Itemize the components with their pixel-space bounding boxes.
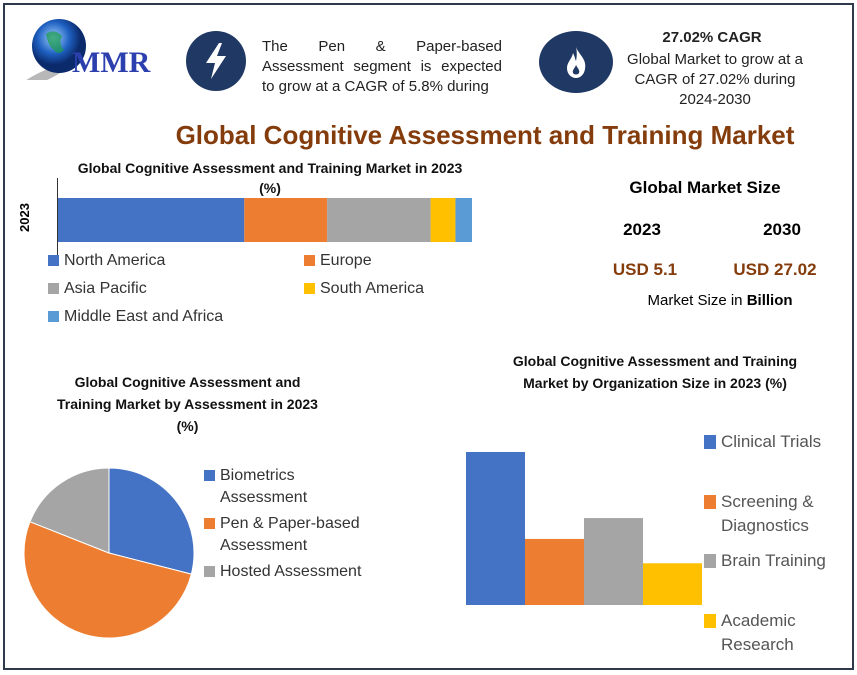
legend-item: North America: [48, 250, 288, 272]
stacked-chart-title: Global Cognitive Assessment and Training…: [77, 160, 463, 196]
legend-label: Screening & Diagnostics: [721, 492, 814, 535]
legend-swatch: [304, 255, 315, 266]
bar-segment: [327, 198, 431, 242]
market-size-unit: Market Size in Billion: [620, 292, 820, 309]
frame-border: [3, 3, 854, 670]
highlight-text: The Pen & Paper-based Assessment segment…: [262, 38, 502, 95]
legend-item: Hosted Assessment: [204, 561, 384, 583]
legend-item: Screening & Diagnostics: [704, 490, 846, 538]
market-size-title: Global Market Size: [629, 178, 781, 197]
year-2030: 2030: [763, 220, 801, 239]
column-bar: [525, 538, 584, 605]
legend-item: Middle East and Africa: [48, 306, 308, 328]
pie-chart-title: Global Cognitive Assessment and Training…: [57, 374, 318, 434]
bar-segment: [58, 198, 245, 242]
y-axis-line: [57, 178, 58, 258]
lightning-icon: [186, 31, 246, 91]
legend-label: South America: [320, 280, 425, 297]
legend-swatch: [704, 554, 716, 568]
pie-slice: [23, 521, 192, 639]
legend-swatch: [48, 283, 59, 294]
pie-chart: [23, 467, 195, 639]
main-title: Global Cognitive Assessment and Training…: [175, 120, 795, 150]
legend-label: Hosted Assessment: [220, 563, 362, 580]
legend-item: Pen & Paper-based Assessment: [204, 513, 372, 557]
legend-label: Middle East and Africa: [64, 308, 224, 325]
value-2023: USD 5.1: [612, 260, 678, 279]
bar-segment: [244, 198, 328, 242]
stacked-bar: [58, 198, 472, 242]
legend-swatch: [48, 255, 59, 266]
legend-swatch: [704, 614, 716, 628]
column-chart: [466, 452, 702, 605]
column-bar: [643, 563, 702, 605]
legend-swatch: [304, 283, 315, 294]
pie-slice: [108, 467, 195, 575]
bar-segment: [455, 198, 472, 242]
column-bar: [584, 518, 643, 605]
legend-item: Academic Research: [704, 609, 846, 657]
legend-item: Brain Training: [704, 549, 850, 573]
legend-label: Brain Training: [721, 551, 826, 570]
legend-label: North America: [64, 252, 166, 269]
legend-item: Asia Pacific: [48, 278, 288, 300]
legend-item: Europe: [304, 250, 504, 272]
legend-label: Asia Pacific: [64, 280, 147, 297]
year-axis-label: 2023: [16, 203, 32, 232]
year-2023: 2023: [623, 220, 661, 239]
unit-prefix: Market Size in: [647, 292, 747, 309]
legend-label: Clinical Trials: [721, 432, 822, 451]
bar-segment: [430, 198, 456, 242]
logo-text: MMR: [72, 46, 151, 79]
legend-label: Europe: [320, 252, 372, 269]
legend-label: Pen & Paper-based Assessment: [220, 515, 360, 554]
legend-item: South America: [304, 278, 504, 300]
pie-slice: [29, 467, 110, 554]
unit-bold: Billion: [746, 292, 793, 309]
legend-swatch: [704, 435, 716, 449]
value-2030: USD 27.02: [733, 260, 817, 279]
logo: MMR: [14, 16, 174, 89]
legend-swatch: [704, 495, 716, 509]
cagr-text: Global Market to grow at a CAGR of 27.02…: [627, 51, 803, 108]
column-bar: [466, 452, 525, 605]
column-chart-title: Global Cognitive Assessment and Training…: [512, 353, 798, 391]
legend-swatch: [204, 470, 215, 481]
legend-label: Academic Research: [721, 611, 796, 654]
legend-item: Biometrics Assessment: [204, 465, 372, 509]
legend-swatch: [204, 518, 215, 529]
legend-label: Biometrics Assessment: [220, 467, 308, 506]
flame-icon: [539, 31, 613, 93]
legend-item: Clinical Trials: [704, 430, 846, 454]
legend-swatch: [204, 566, 215, 577]
cagr-title: 27.02% CAGR: [662, 29, 762, 46]
legend-swatch: [48, 311, 59, 322]
